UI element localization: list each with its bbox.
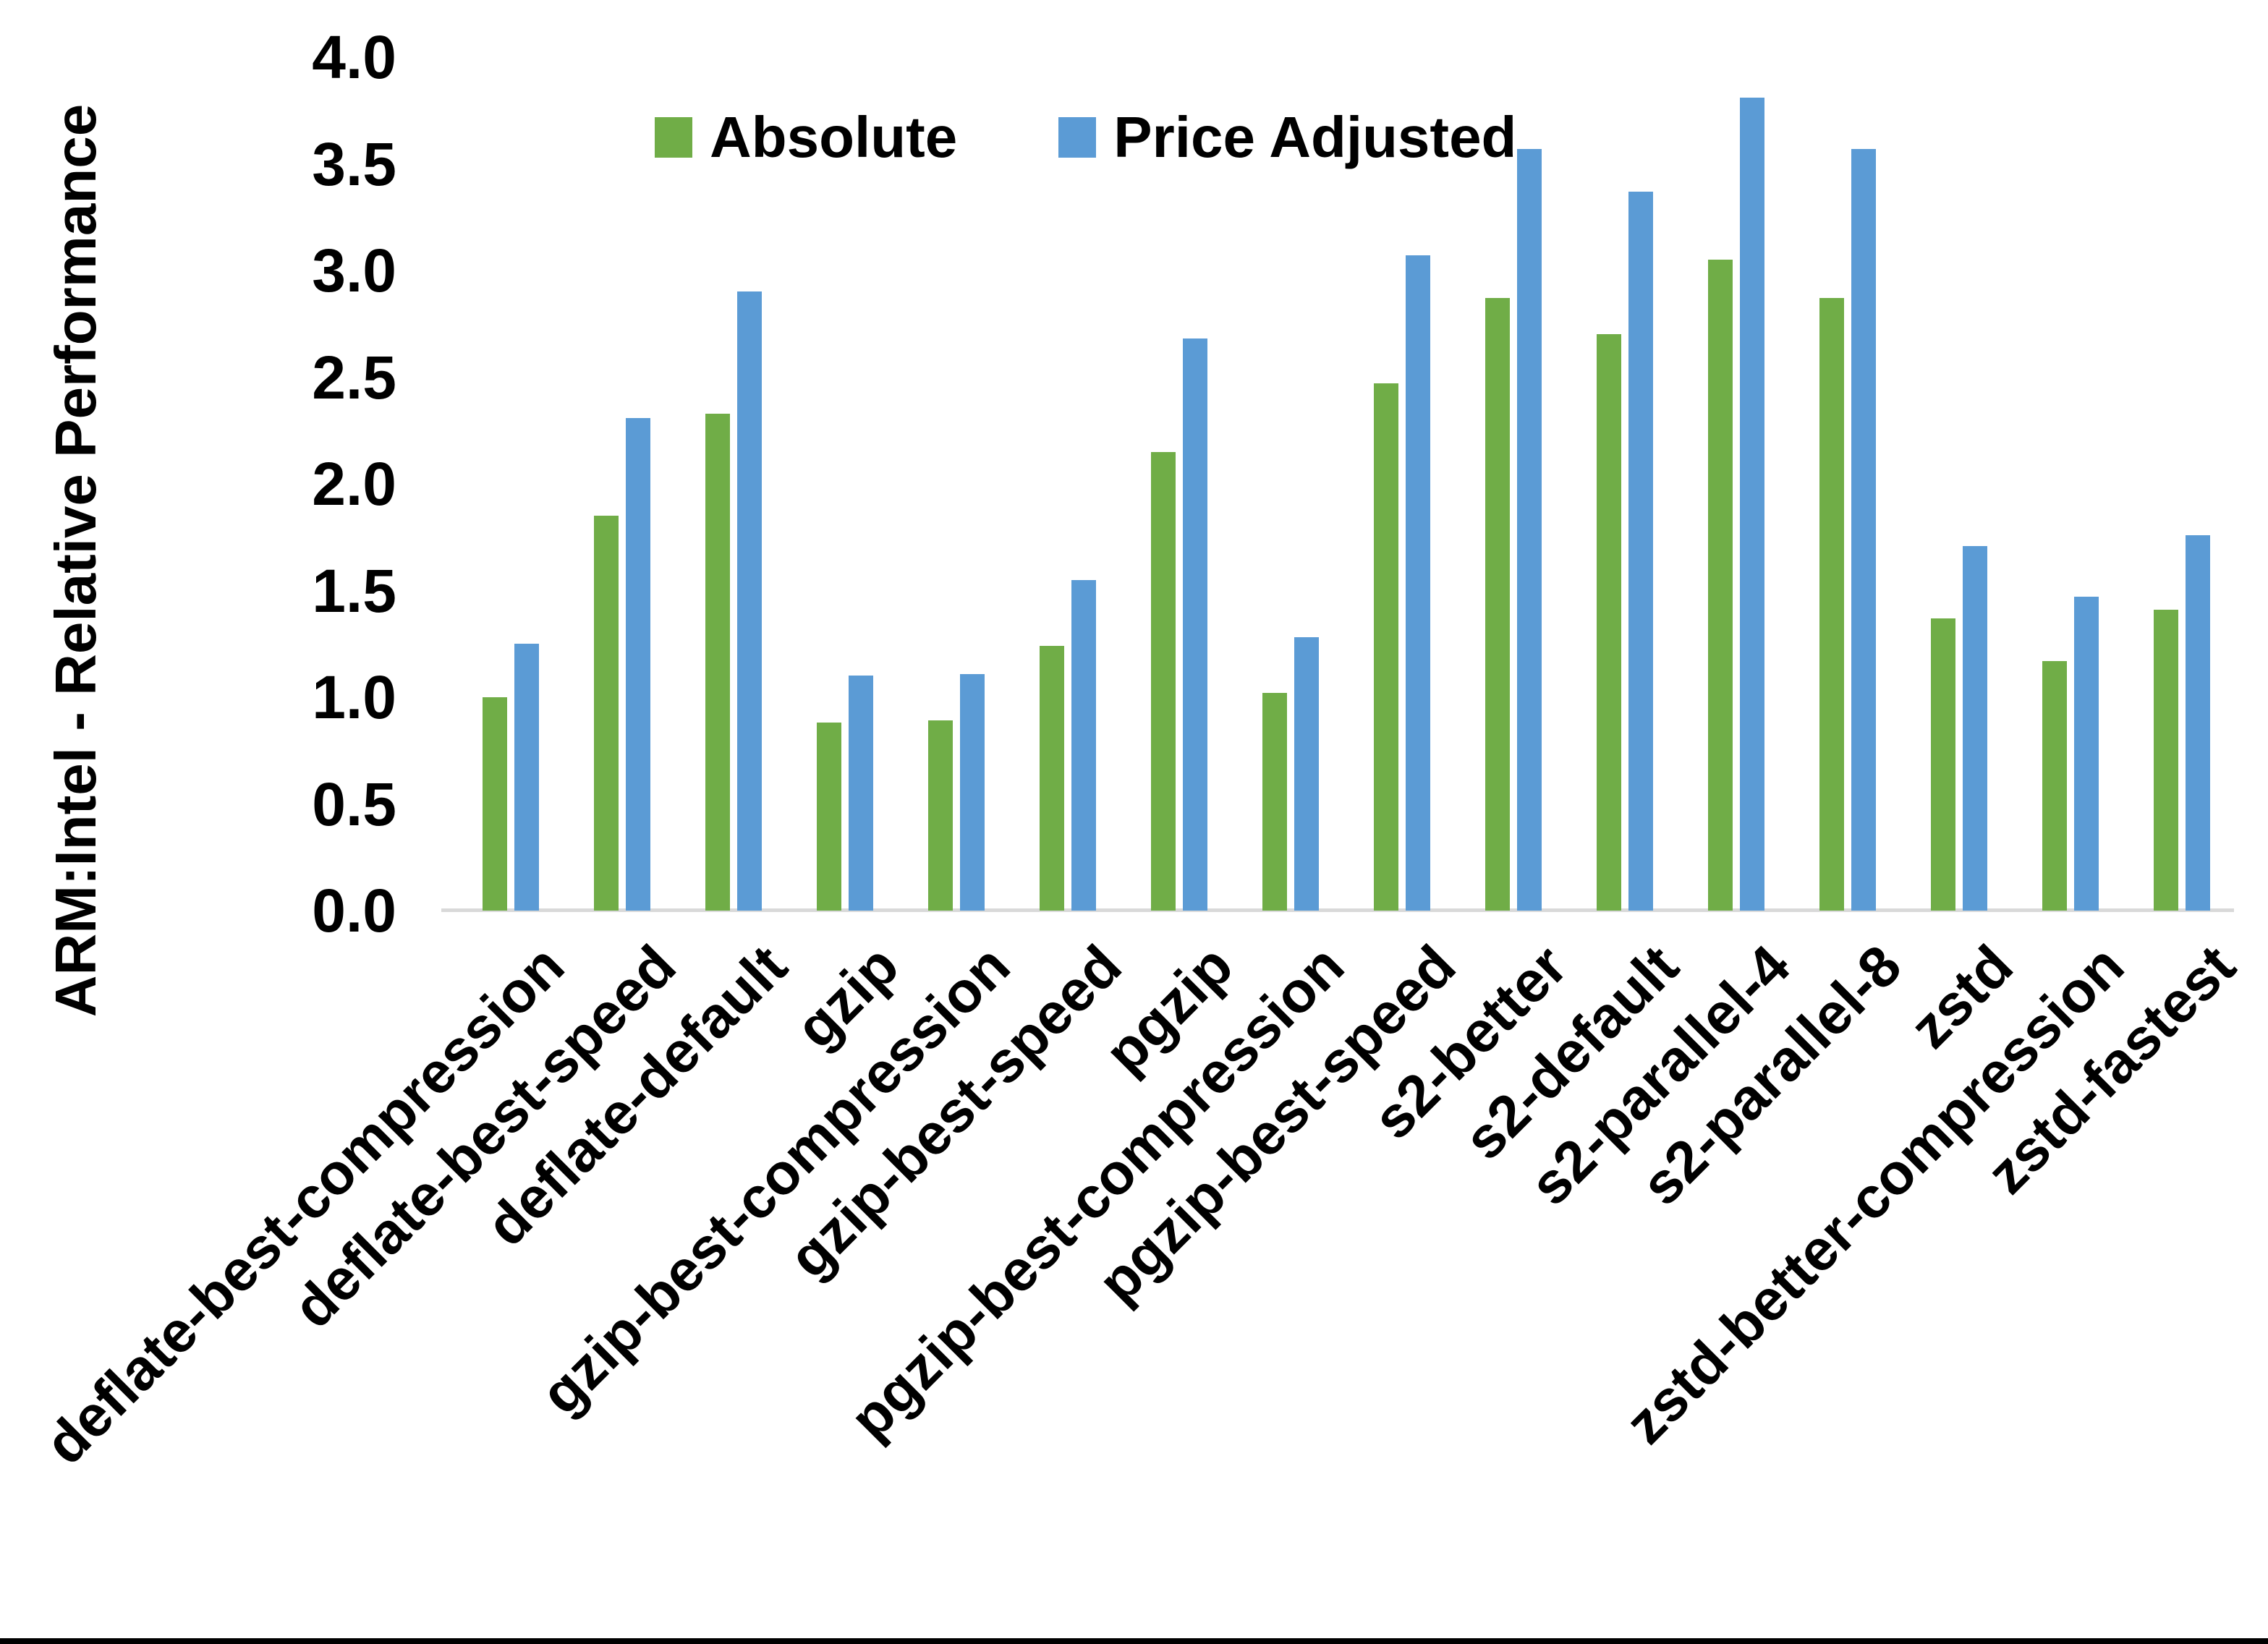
- bar-absolute-s2-better: [1485, 298, 1510, 911]
- bar-absolute-deflate-best-speed: [593, 516, 619, 911]
- bar-price-adjusted-deflate-best-compression: [514, 644, 539, 911]
- bar-absolute-gzip-best-compression: [927, 720, 953, 911]
- bar-absolute-deflate-default: [705, 414, 730, 911]
- bar-price-adjusted-deflate-best-speed: [625, 418, 650, 911]
- bar-absolute-zstd: [1930, 618, 1955, 911]
- bar-absolute-pgzip: [1150, 452, 1176, 911]
- bar-absolute-pgzip-best-compression: [1262, 693, 1287, 911]
- bar-price-adjusted-gzip: [848, 676, 873, 911]
- x-axis-line: [441, 908, 2234, 912]
- bar-price-adjusted-s2-better: [1516, 149, 1542, 911]
- y-tick-label-0.0: 0.0: [312, 877, 396, 945]
- bar-price-adjusted-pgzip-best-speed: [1405, 255, 1430, 911]
- legend-swatch-absolute-icon: [655, 117, 692, 158]
- bar-price-adjusted-zstd-better-compression: [2073, 597, 2099, 911]
- bar-absolute-zstd-fastest: [2153, 610, 2178, 911]
- bar-absolute-pgzip-best-speed: [1373, 383, 1398, 911]
- legend: Absolute Price Adjusted: [655, 108, 1516, 166]
- y-tick-label-1.0: 1.0: [312, 663, 396, 731]
- y-tick-label-2.5: 2.5: [312, 343, 396, 412]
- y-axis-title: ARM:Intel - Relative Performance: [43, 103, 108, 1018]
- legend-item-absolute: Absolute: [655, 108, 957, 166]
- bar-price-adjusted-s2-parallel-8: [1851, 149, 1876, 911]
- legend-label-absolute: Absolute: [710, 105, 958, 169]
- y-tick-label-2.0: 2.0: [312, 450, 396, 518]
- y-tick-label-1.5: 1.5: [312, 556, 396, 625]
- bar-price-adjusted-deflate-default: [736, 291, 762, 911]
- bar-absolute-zstd-better-compression: [2042, 661, 2067, 911]
- bar-price-adjusted-gzip-best-compression: [959, 674, 985, 911]
- bar-absolute-s2-parallel-8: [1819, 298, 1844, 911]
- y-tick-label-3.0: 3.0: [312, 237, 396, 304]
- bar-absolute-deflate-best-compression: [482, 697, 507, 911]
- legend-label-price-adjusted: Price Adjusted: [1113, 105, 1517, 169]
- bar-price-adjusted-s2-default: [1628, 192, 1653, 911]
- y-tick-label-4.0: 4.0: [312, 23, 396, 91]
- bar-price-adjusted-zstd-fastest: [2185, 535, 2210, 911]
- bar-absolute-s2-parallel-4: [1707, 260, 1733, 911]
- bar-absolute-s2-default: [1596, 334, 1621, 911]
- bar-price-adjusted-pgzip-best-compression: [1294, 637, 1319, 911]
- legend-item-price-adjusted: Price Adjusted: [1058, 108, 1516, 166]
- bar-price-adjusted-zstd: [1962, 546, 1987, 911]
- bar-price-adjusted-s2-parallel-4: [1739, 98, 1764, 911]
- bar-absolute-gzip: [816, 723, 841, 911]
- legend-swatch-price-adjusted-icon: [1058, 117, 1097, 158]
- bar-price-adjusted-pgzip: [1182, 338, 1207, 911]
- bar-absolute-gzip-best-speed: [1039, 646, 1064, 911]
- bar-price-adjusted-gzip-best-speed: [1071, 580, 1096, 911]
- bottom-border: [0, 1638, 2268, 1644]
- y-tick-label-0.5: 0.5: [312, 770, 396, 838]
- y-tick-label-3.5: 3.5: [312, 129, 396, 198]
